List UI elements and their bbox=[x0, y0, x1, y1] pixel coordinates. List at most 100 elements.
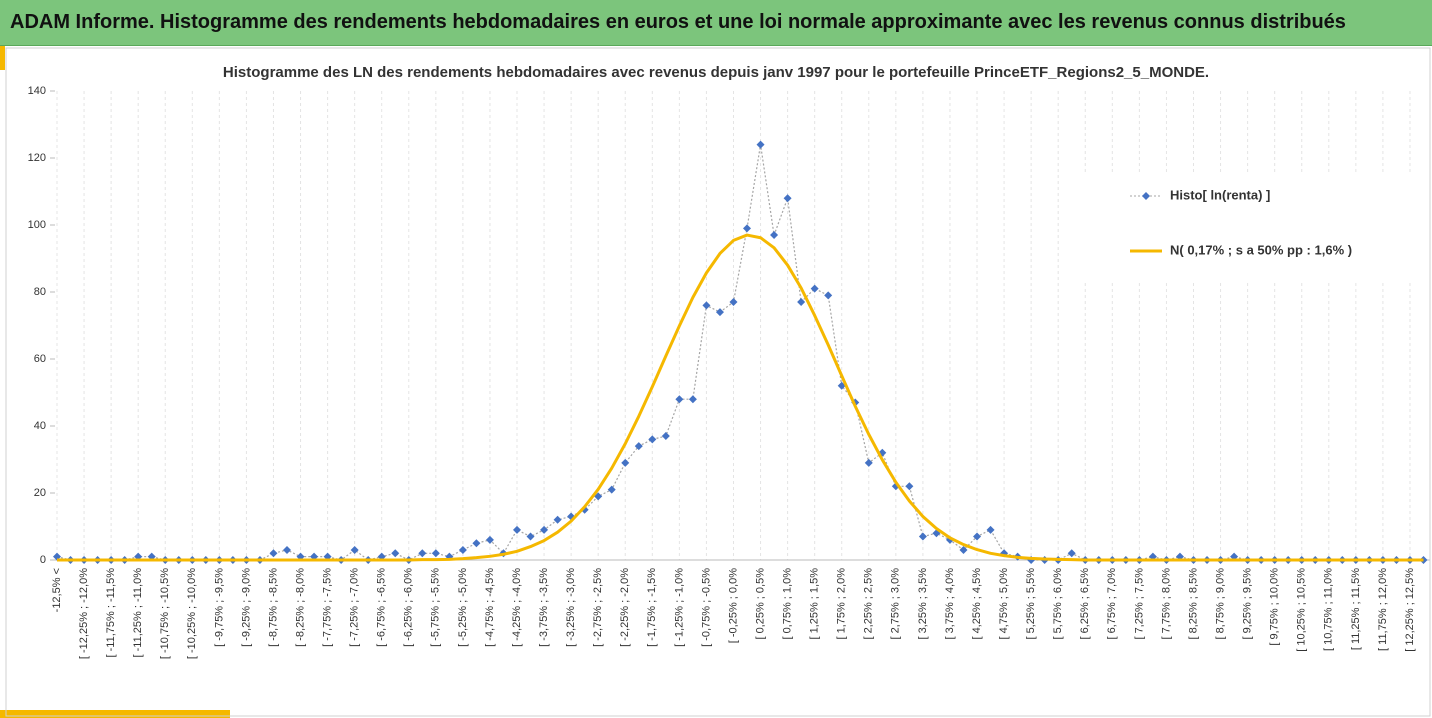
data-point bbox=[540, 525, 549, 534]
data-point bbox=[147, 552, 156, 561]
x-tick-label: [ 9,75% ; 10,0% bbox=[1269, 568, 1281, 646]
x-tick-label: [ -10,25% ; -10,0% bbox=[186, 568, 198, 659]
data-point bbox=[688, 395, 697, 404]
series-line bbox=[57, 233, 1424, 562]
x-tick-label: [ -11,75% ; -11,5% bbox=[105, 568, 117, 658]
x-tick-label: [ 6,25% ; 6,5% bbox=[1079, 568, 1091, 640]
y-tick-label: 140 bbox=[28, 85, 46, 97]
x-tick-label: [ -2,75% ; -2,5% bbox=[592, 568, 604, 647]
data-point bbox=[607, 485, 616, 494]
data-point bbox=[743, 224, 752, 233]
data-point bbox=[864, 458, 873, 467]
x-tick-label: [ -6,75% ; -6,5% bbox=[376, 568, 388, 647]
x-tick-label: [ -5,25% ; -5,0% bbox=[457, 568, 469, 647]
data-point bbox=[445, 552, 454, 561]
data-point bbox=[553, 515, 562, 524]
data-point bbox=[729, 298, 738, 307]
x-tick-label: [ 3,75% ; 4,0% bbox=[944, 568, 956, 640]
legend-label: Histo[ ln(renta) ] bbox=[1170, 187, 1270, 202]
data-point bbox=[634, 442, 643, 451]
data-point bbox=[485, 535, 494, 544]
y-tick-label: 60 bbox=[34, 353, 46, 365]
data-point bbox=[1067, 549, 1076, 558]
data-point bbox=[661, 432, 670, 441]
data-point bbox=[377, 552, 386, 561]
data-point bbox=[1148, 552, 1157, 561]
x-tick-label: [ 4,75% ; 5,0% bbox=[998, 568, 1010, 640]
data-point bbox=[675, 395, 684, 404]
data-point bbox=[418, 549, 427, 558]
x-tick-label: [ -12,25% ; -12,0% bbox=[78, 568, 90, 659]
x-tick-label: [ 12,25% ; 12,5% bbox=[1404, 568, 1416, 652]
x-tick-label: [ 0,75% ; 1,0% bbox=[782, 568, 794, 640]
data-point bbox=[431, 549, 440, 558]
x-tick-label: [ 0,25% ; 0,5% bbox=[754, 568, 766, 640]
data-point bbox=[513, 525, 522, 534]
x-tick-label: [ -1,25% ; -1,0% bbox=[673, 568, 685, 647]
x-tick-label: [ 3,25% ; 3,5% bbox=[917, 568, 929, 640]
x-tick-label: [ 2,75% ; 3,0% bbox=[890, 568, 902, 640]
x-tick-label: [ -7,75% ; -7,5% bbox=[322, 568, 334, 647]
data-point bbox=[959, 545, 968, 554]
data-point bbox=[391, 549, 400, 558]
x-tick-label: [ -2,25% ; -2,0% bbox=[619, 568, 631, 647]
data-point bbox=[770, 231, 779, 240]
data-point bbox=[621, 458, 630, 467]
y-tick-label: 20 bbox=[34, 487, 46, 499]
header: ADAM Informe. Histogramme des rendements… bbox=[0, 0, 1432, 46]
series bbox=[57, 233, 1424, 562]
data-point bbox=[797, 298, 806, 307]
x-tick-label: [ 10,25% ; 10,5% bbox=[1296, 568, 1308, 652]
x-tick-label: [ -8,25% ; -8,0% bbox=[294, 568, 306, 647]
x-tick-label: -12,5% < bbox=[51, 568, 63, 612]
x-tick-label: [ -3,75% ; -3,5% bbox=[538, 568, 550, 647]
data-point bbox=[648, 435, 657, 444]
x-tick-label: [ -9,25% ; -9,0% bbox=[240, 568, 252, 647]
data-point bbox=[986, 525, 995, 534]
data-point bbox=[918, 532, 927, 541]
data-point bbox=[526, 532, 535, 541]
data-point bbox=[310, 552, 319, 561]
data-point bbox=[134, 552, 143, 561]
x-tick-label: [ -11,25% ; -11,0% bbox=[132, 568, 144, 658]
data-point bbox=[283, 545, 292, 554]
x-tick-label: [ -6,25% ; -6,0% bbox=[403, 568, 415, 647]
data-point bbox=[702, 301, 711, 310]
x-tick-label: [ 4,25% ; 4,5% bbox=[971, 568, 983, 640]
x-tick-label: [ 7,25% ; 7,5% bbox=[1133, 568, 1145, 640]
chart-border bbox=[5, 47, 1431, 717]
data-point bbox=[905, 482, 914, 491]
chart: Histogramme des LN des rendements hebdom… bbox=[0, 46, 1431, 718]
x-tick-label: [ -0,25% ; 0,0% bbox=[727, 568, 739, 643]
data-point bbox=[783, 194, 792, 203]
data-point bbox=[1175, 552, 1184, 561]
data-point bbox=[472, 539, 481, 548]
data-point bbox=[756, 140, 765, 149]
x-tick-label: [ 8,25% ; 8,5% bbox=[1187, 568, 1199, 640]
data-point bbox=[53, 552, 61, 561]
data-point bbox=[323, 552, 332, 561]
data-point bbox=[1230, 552, 1239, 561]
x-tick-label: [ -5,75% ; -5,5% bbox=[430, 568, 442, 647]
data-point bbox=[973, 532, 982, 541]
data-point bbox=[458, 545, 467, 554]
y-tick-label: 40 bbox=[34, 420, 46, 432]
x-tick-label: [ -0,75% ; -0,5% bbox=[700, 568, 712, 647]
data-point bbox=[269, 549, 278, 558]
data-point bbox=[715, 308, 724, 317]
y-tick-label: 80 bbox=[34, 286, 46, 298]
x-tick-label: [ 8,75% ; 9,0% bbox=[1214, 568, 1226, 640]
accent bbox=[0, 46, 5, 70]
x-tick-label: [ 11,25% ; 11,5% bbox=[1350, 568, 1362, 650]
x-tick-label: [ 6,75% ; 7,0% bbox=[1106, 568, 1118, 640]
x-tick-label: [ -7,25% ; -7,0% bbox=[349, 568, 361, 647]
data-point bbox=[594, 492, 603, 501]
legend-box bbox=[1082, 174, 1422, 282]
data-point bbox=[296, 552, 305, 561]
x-tick-label: [ 5,25% ; 5,5% bbox=[1025, 568, 1037, 640]
x-tick-label: [ 2,25% ; 2,5% bbox=[863, 568, 875, 640]
data-point bbox=[824, 291, 833, 300]
data-point bbox=[810, 284, 819, 293]
header-title: ADAM Informe. Histogramme des rendements… bbox=[10, 11, 1346, 33]
